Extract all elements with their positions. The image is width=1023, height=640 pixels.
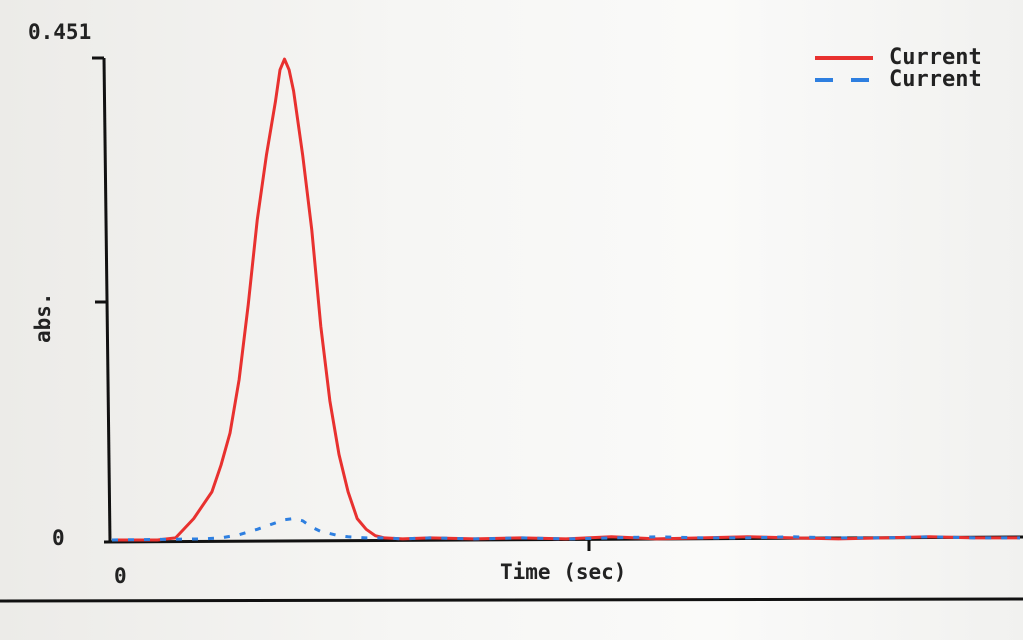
y-min-label: 0: [52, 526, 65, 550]
x-axis-label: Time (sec): [500, 560, 626, 584]
legend-label-current-red: Current: [889, 45, 982, 70]
x-min-label: 0: [114, 564, 127, 588]
legend-label-current-blue: Current: [889, 67, 982, 92]
legend: Current Current: [815, 45, 982, 92]
series-line-current-red: [112, 57, 1020, 542]
y-max-label: 0.451: [28, 20, 91, 44]
series-line-current-blue: [111, 517, 1020, 542]
y-axis: [102, 57, 112, 543]
y-axis-label: abs.: [31, 292, 55, 343]
screen-bottom-border: [0, 597, 1023, 603]
